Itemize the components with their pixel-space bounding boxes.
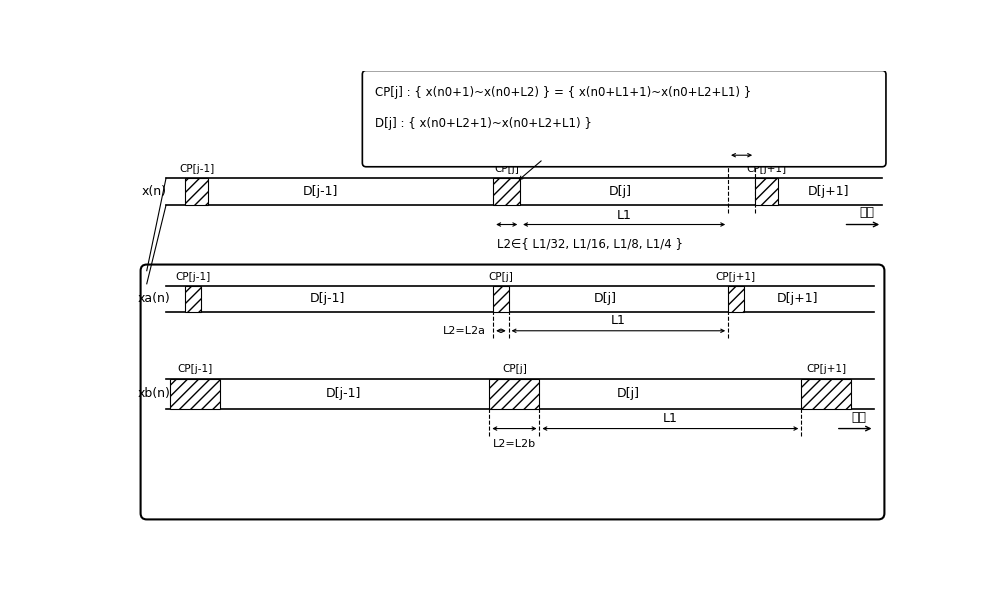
Bar [728, 286, 744, 311]
Bar [185, 286, 201, 311]
Text: CP[j-1]: CP[j-1] [175, 272, 211, 282]
Text: L2=L2a: L2=L2a [443, 326, 486, 336]
Bar [755, 178, 778, 206]
Text: D[j]: D[j] [593, 292, 616, 305]
Text: CP[j+1]: CP[j+1] [716, 272, 756, 282]
Bar [801, 378, 851, 409]
Bar [185, 178, 208, 206]
Text: CP[j]: CP[j] [494, 164, 519, 174]
Bar [493, 178, 520, 206]
Text: x(n): x(n) [142, 185, 167, 198]
Text: D[j] : { x(n0+L2+1)~x(n0+L2+L1) }: D[j] : { x(n0+L2+1)~x(n0+L2+L1) } [375, 116, 592, 129]
Text: L2=L2b: L2=L2b [493, 439, 536, 449]
Text: CP[j-1]: CP[j-1] [177, 364, 212, 374]
Text: L1: L1 [617, 208, 632, 222]
Text: D[j-1]: D[j-1] [325, 387, 361, 400]
Bar [493, 286, 509, 311]
Text: L1: L1 [663, 412, 678, 425]
Text: L2∈{ L1/32, L1/16, L1/8, L1/4 }: L2∈{ L1/32, L1/16, L1/8, L1/4 } [497, 237, 683, 250]
Text: 时间: 时间 [852, 410, 866, 424]
Bar [170, 378, 220, 409]
Text: D[j]: D[j] [609, 185, 632, 198]
FancyBboxPatch shape [141, 264, 884, 519]
Text: D[j-1]: D[j-1] [302, 185, 338, 198]
Text: D[j-1]: D[j-1] [310, 292, 345, 305]
Text: CP[j] : { x(n0+1)~x(n0+L2) } = { x(n0+L1+1)~x(n0+L2+L1) }: CP[j] : { x(n0+1)~x(n0+L2) } = { x(n0+L1… [375, 86, 752, 99]
Text: D[j+1]: D[j+1] [777, 292, 818, 305]
Text: D[j]: D[j] [616, 387, 640, 400]
Text: CP[j+1]: CP[j+1] [747, 164, 787, 174]
Text: L1: L1 [611, 314, 626, 327]
Text: CP[j-1]: CP[j-1] [179, 164, 214, 174]
Text: xb(n): xb(n) [138, 387, 171, 400]
Bar [489, 378, 539, 409]
Text: D[j+1]: D[j+1] [807, 185, 849, 198]
Text: CP[j]: CP[j] [502, 364, 527, 374]
Text: L2: L2 [735, 137, 749, 150]
Text: 时间: 时间 [859, 207, 874, 219]
Text: xa(n): xa(n) [138, 292, 171, 305]
Text: CP[j+1]: CP[j+1] [806, 364, 846, 374]
FancyBboxPatch shape [362, 71, 886, 167]
Text: CP[j]: CP[j] [489, 272, 513, 282]
